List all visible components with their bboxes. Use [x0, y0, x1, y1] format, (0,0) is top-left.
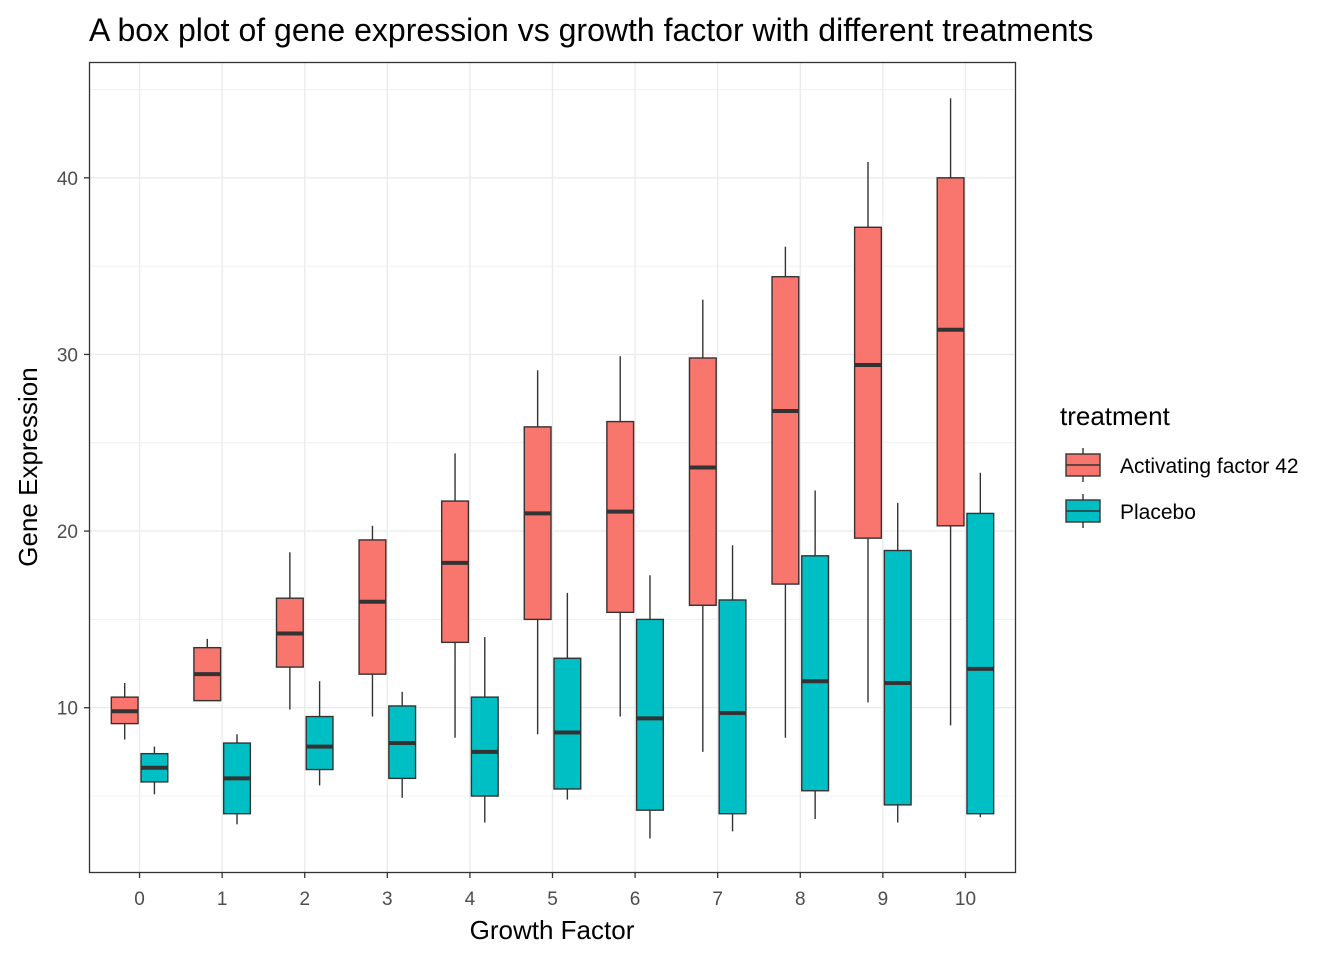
box [688, 357, 717, 606]
y-tick-label: 20 [57, 522, 78, 543]
box-group [688, 299, 717, 752]
series-activating-factor-42 [110, 98, 965, 752]
box-group [853, 161, 883, 703]
legend-label: Placebo [1120, 501, 1196, 524]
box-group [110, 682, 139, 740]
x-tick-label: 10 [955, 889, 976, 910]
box [440, 500, 470, 644]
box-group [936, 98, 965, 726]
legend: treatment Activating factor 42 Placebo [1060, 401, 1299, 528]
x-tick-label: 5 [547, 889, 558, 910]
box-group [606, 356, 635, 717]
box-group [193, 638, 222, 702]
y-axis-title: Gene Expression [13, 367, 43, 566]
box-group [771, 246, 800, 738]
box-group [222, 734, 252, 825]
x-axis-title: Growth Factor [470, 915, 635, 945]
box-group [718, 545, 747, 832]
x-axis: 0 1 2 3 4 5 6 7 8 9 10 [134, 872, 976, 910]
x-tick-label: 9 [878, 889, 889, 910]
legend-item: Placebo [1065, 494, 1196, 528]
box [358, 539, 387, 675]
x-tick-label: 3 [382, 889, 393, 910]
x-tick-label: 2 [299, 889, 310, 910]
legend-item: Activating factor 42 [1065, 448, 1299, 482]
box [771, 276, 800, 585]
y-axis: 10 20 30 40 [57, 169, 90, 720]
box-group [440, 453, 470, 738]
legend-title: treatment [1060, 401, 1171, 431]
box-group [635, 575, 665, 839]
box [523, 426, 552, 621]
legend-label: Activating factor 42 [1120, 455, 1299, 478]
x-tick-label: 1 [217, 889, 228, 910]
x-tick-label: 6 [630, 889, 641, 910]
box [606, 420, 635, 614]
box [553, 657, 582, 790]
box-group [140, 746, 169, 795]
box-group [801, 490, 830, 820]
box [305, 715, 334, 771]
box-group [553, 592, 582, 800]
box-group [883, 502, 912, 823]
y-tick-label: 40 [57, 169, 78, 190]
box [936, 177, 965, 527]
box [801, 555, 830, 792]
box-group [470, 637, 499, 823]
x-tick-label: 0 [134, 889, 145, 910]
box-group [523, 370, 552, 735]
box-group [275, 552, 304, 710]
series-placebo [140, 472, 995, 839]
x-tick-label: 7 [712, 889, 723, 910]
boxes-layer [110, 98, 995, 839]
box [853, 226, 883, 539]
box-group [388, 691, 417, 798]
box [470, 696, 499, 797]
chart-title: A box plot of gene expression vs growth … [89, 12, 1093, 48]
box-group [966, 472, 995, 818]
x-tick-label: 8 [795, 889, 806, 910]
legend-items: Activating factor 42 Placebo [1065, 448, 1299, 528]
box-group [358, 525, 387, 717]
box-group [305, 681, 334, 786]
box [883, 549, 912, 806]
x-tick-label: 4 [465, 889, 476, 910]
y-tick-label: 30 [57, 345, 78, 366]
box [718, 599, 747, 815]
box [635, 618, 665, 811]
box [966, 512, 995, 815]
y-tick-label: 10 [57, 699, 78, 720]
